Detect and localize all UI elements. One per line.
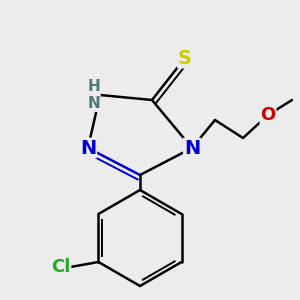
Text: N: N: [80, 139, 96, 158]
Text: O: O: [260, 106, 276, 124]
Text: S: S: [178, 49, 192, 68]
Text: H
N: H N: [87, 79, 100, 111]
Text: Cl: Cl: [51, 258, 70, 276]
Text: N: N: [184, 139, 200, 158]
